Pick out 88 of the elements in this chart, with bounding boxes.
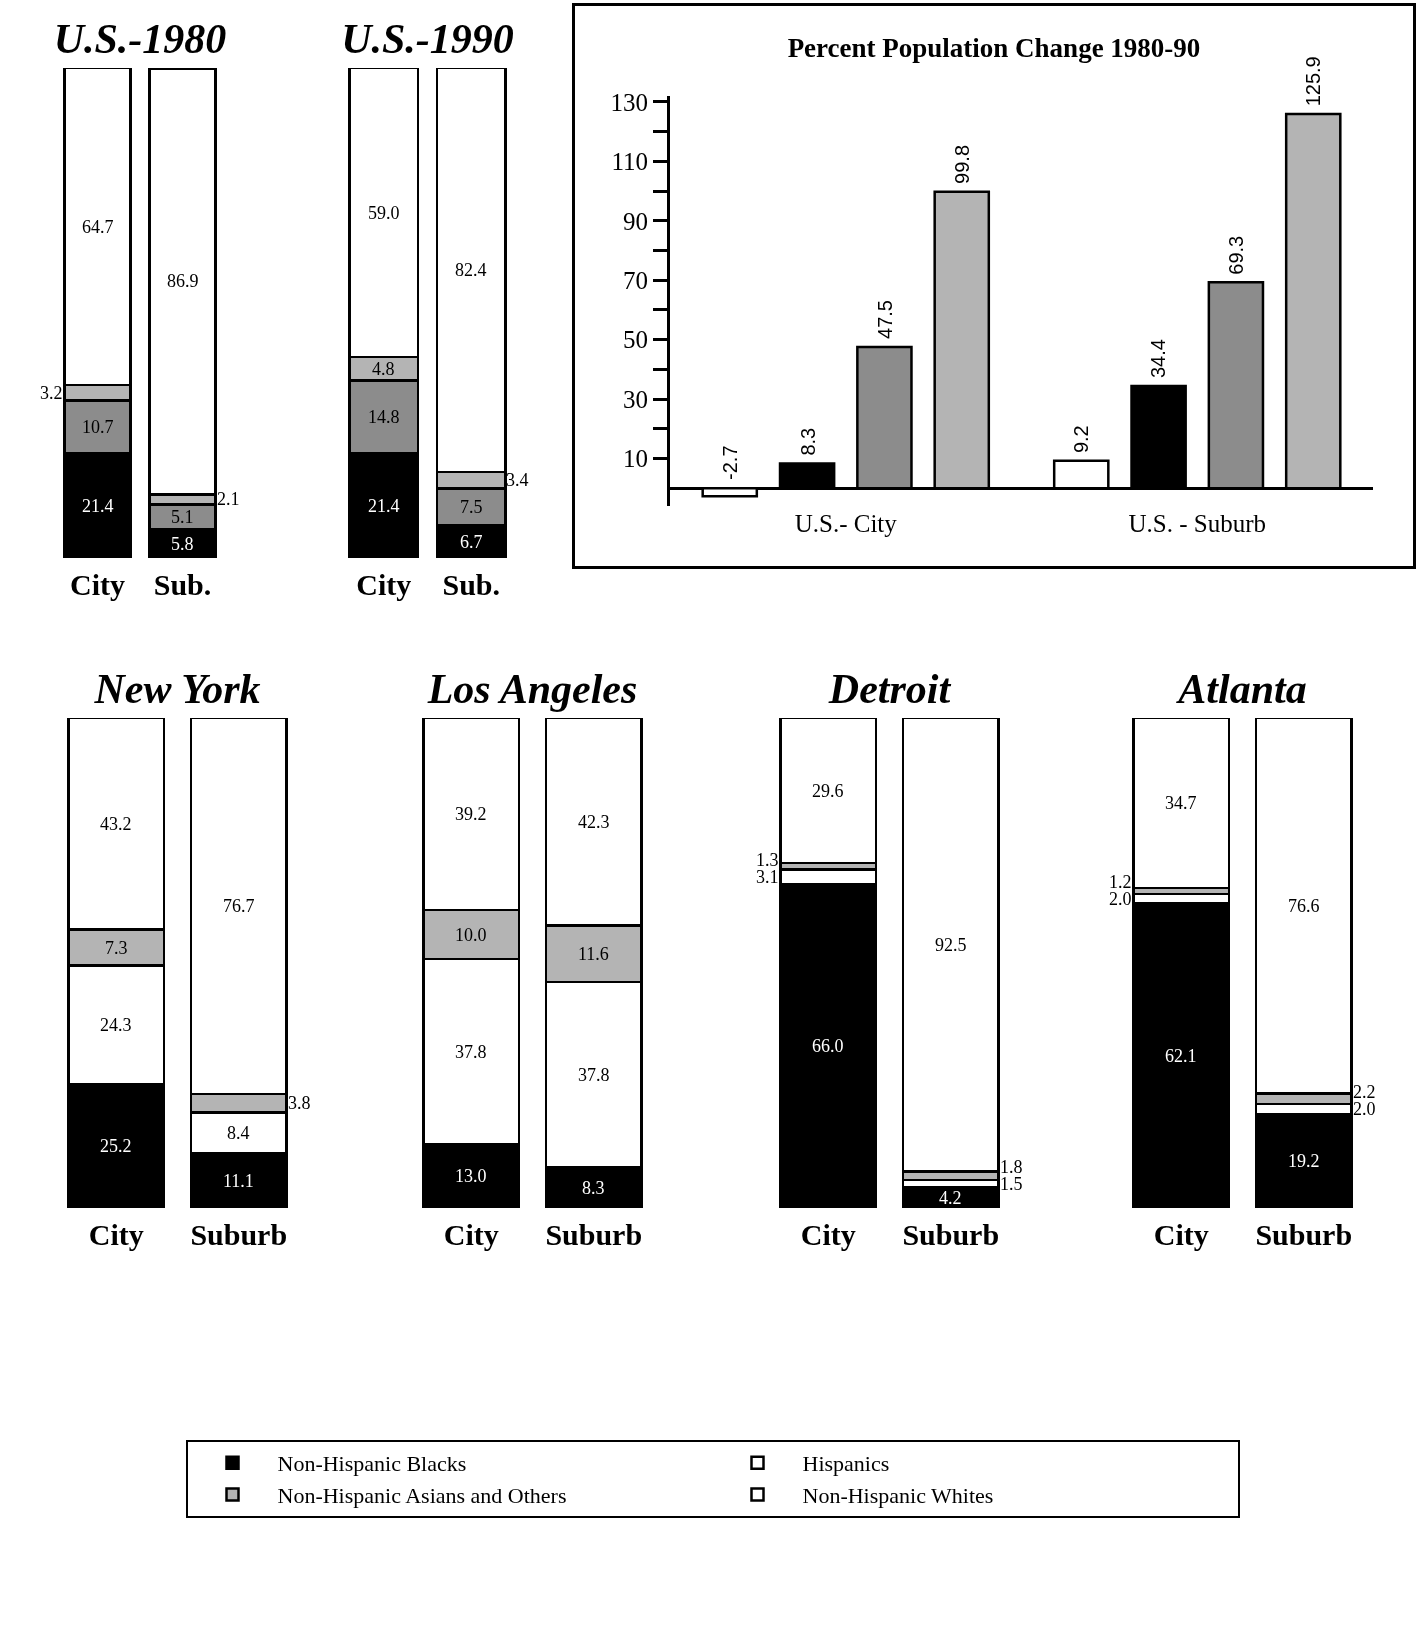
data-label: 82.4 — [455, 260, 487, 280]
x-tick-label: City — [88, 1218, 144, 1251]
data-label: 8.4 — [227, 1123, 250, 1143]
y-tick-label: 30 — [623, 385, 648, 413]
legend-label: Hispanics — [802, 1451, 890, 1477]
data-label: 10.0 — [455, 925, 487, 945]
data-label: 37.8 — [455, 1042, 487, 1062]
data-label: 34.7 — [1165, 793, 1197, 813]
data-label: 59.0 — [368, 203, 400, 223]
data-label: 5.8 — [171, 534, 194, 554]
data-label: 21.4 — [82, 496, 114, 516]
data-label: 69.3 — [1225, 235, 1248, 275]
x-tick-label: Sub. — [442, 568, 501, 601]
chart-title: Percent Population Change 1980-90 — [787, 33, 1201, 64]
legend-label: Non-Hispanic Blacks — [277, 1451, 467, 1477]
data-label: 3.8 — [288, 1093, 311, 1113]
data-label: 25.2 — [100, 1136, 132, 1156]
data-label: 37.8 — [578, 1065, 610, 1085]
legend-label: Non-Hispanic Asians and Others — [277, 1482, 567, 1508]
data-label: 86.9 — [167, 271, 199, 291]
data-label: 39.2 — [455, 804, 487, 824]
x-tick-label: City — [70, 568, 125, 601]
data-label: 2.0 — [1109, 889, 1132, 909]
data-label: 1.2 — [1109, 872, 1132, 892]
y-tick-label: 130 — [610, 88, 648, 116]
x-tick-label: U.S. - Suburb — [1128, 510, 1267, 537]
data-label: 13.0 — [455, 1166, 487, 1186]
data-label: 6.7 — [460, 532, 483, 552]
data-label: 8.3 — [582, 1178, 605, 1198]
data-label: 9.2 — [1070, 425, 1093, 454]
y-tick-label: 110 — [611, 148, 648, 176]
x-tick-label: Suburb — [545, 1218, 643, 1251]
x-tick-label: Suburb — [1255, 1218, 1353, 1251]
data-label: 11.6 — [578, 944, 609, 964]
data-label: 24.3 — [100, 1015, 132, 1035]
data-label: 14.8 — [368, 407, 400, 427]
data-label: 76.7 — [223, 896, 255, 916]
chart-title: U.S.-1980 — [53, 15, 227, 62]
data-label: 43.2 — [100, 814, 132, 834]
data-label: 62.1 — [1165, 1046, 1197, 1066]
x-tick-label: City — [356, 568, 412, 601]
y-tick-label: 70 — [623, 266, 648, 294]
data-label: 7.5 — [460, 497, 483, 517]
data-label: 4.8 — [372, 359, 395, 379]
data-label: 1.3 — [756, 850, 779, 870]
data-label: 66.0 — [812, 1036, 844, 1056]
x-tick-label: City — [1153, 1218, 1209, 1251]
x-tick-label: City — [443, 1218, 499, 1251]
x-tick-label: U.S.- City — [794, 510, 898, 537]
data-label: 2.2 — [1353, 1082, 1376, 1102]
data-label: 34.4 — [1147, 339, 1170, 379]
data-label: 29.6 — [812, 781, 844, 801]
data-label: 19.2 — [1288, 1151, 1320, 1171]
chart-title: Atlanta — [1175, 665, 1307, 712]
data-label: 3.1 — [756, 867, 779, 887]
data-label: 1.8 — [1000, 1157, 1023, 1177]
y-tick-label: 50 — [623, 326, 648, 354]
data-label: 42.3 — [578, 812, 610, 832]
data-label: 1.5 — [1000, 1174, 1023, 1194]
chart-title: Detroit — [827, 665, 952, 712]
data-label: 11.1 — [223, 1171, 254, 1191]
data-label: 8.3 — [796, 427, 819, 456]
x-tick-label: City — [800, 1218, 856, 1251]
data-label: 10.7 — [82, 417, 114, 437]
legend-label: Non-Hispanic Whites — [802, 1482, 994, 1508]
data-label: 7.3 — [105, 938, 128, 958]
data-label: 99.8 — [950, 144, 973, 184]
data-label: 3.2 — [40, 383, 63, 403]
data-label: 3.4 — [506, 470, 529, 490]
data-label: 5.1 — [171, 507, 194, 527]
data-label: 76.6 — [1288, 896, 1320, 916]
x-tick-label: Suburb — [190, 1218, 288, 1251]
x-tick-label: Sub. — [153, 568, 212, 601]
data-label: 47.5 — [873, 300, 896, 339]
data-label: 92.5 — [935, 935, 967, 955]
x-tick-label: Suburb — [902, 1218, 1000, 1251]
data-label: 4.2 — [939, 1188, 962, 1208]
data-label: 64.7 — [82, 217, 114, 237]
data-label: -2.7 — [718, 445, 741, 480]
data-label: 21.4 — [368, 496, 400, 516]
data-label: 2.1 — [217, 489, 240, 509]
y-tick-label: 90 — [623, 207, 648, 235]
y-tick-label: 10 — [623, 445, 648, 473]
chart-title: U.S.-1990 — [341, 15, 514, 62]
data-label: 2.0 — [1353, 1099, 1376, 1119]
data-label: 125.9 — [1302, 56, 1325, 107]
chart-title: New York — [93, 665, 261, 712]
chart-title: Los Angeles — [426, 665, 638, 712]
